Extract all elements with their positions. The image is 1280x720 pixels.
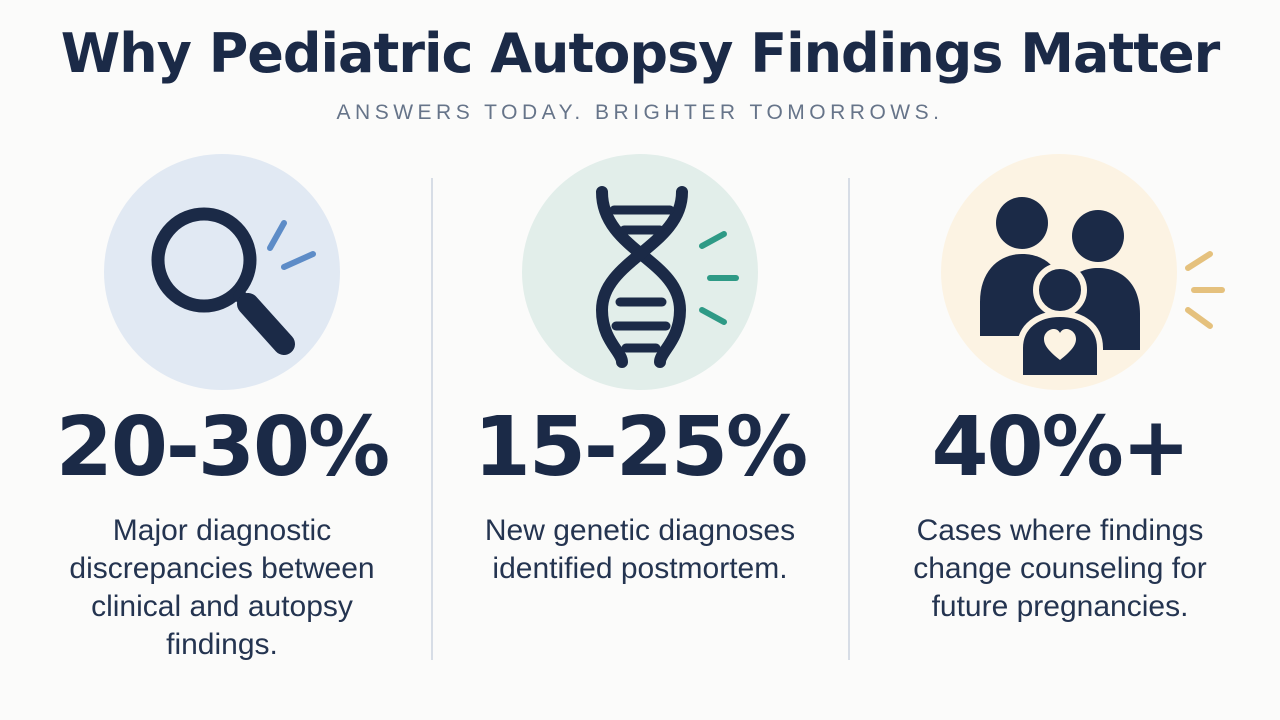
icon-badge bbox=[430, 150, 850, 400]
family-heart-icon bbox=[941, 154, 1225, 390]
page-subtitle: ANSWERS TODAY. BRIGHTER TOMORROWS. bbox=[336, 101, 944, 124]
column-divider bbox=[431, 178, 433, 660]
dna-helix-icon bbox=[522, 154, 758, 390]
stat-description: Major diagnostic discrepancies between c… bbox=[69, 514, 375, 661]
stat-value: 15-25% bbox=[473, 400, 808, 495]
magnifying-glass-icon bbox=[104, 154, 340, 390]
page-title: Why Pediatric Autopsy Findings Matter bbox=[60, 22, 1221, 85]
icon-badge bbox=[12, 150, 432, 400]
stat-value: 40%+ bbox=[931, 400, 1191, 495]
stat-description: New genetic diagnoses identified postmor… bbox=[484, 514, 796, 585]
stat-value: 20-30% bbox=[55, 400, 390, 495]
column-divider bbox=[848, 178, 850, 660]
stat-description: Cases where findings change counseling f… bbox=[913, 514, 1207, 623]
icon-badge bbox=[850, 150, 1270, 400]
